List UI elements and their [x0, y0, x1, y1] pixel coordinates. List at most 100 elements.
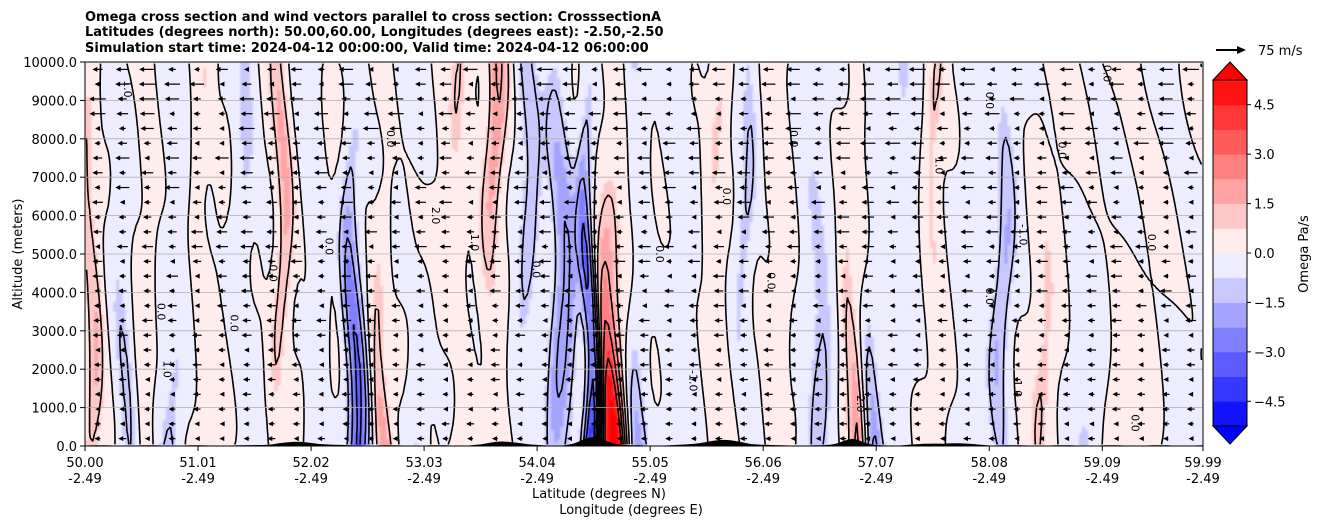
wind-vector [616, 377, 622, 383]
wind-vector [714, 96, 723, 102]
wind-vector [1138, 170, 1144, 176]
wind-vector [740, 303, 747, 309]
wind-vector [218, 332, 226, 338]
wind-vector [566, 347, 573, 353]
wind-vector [639, 347, 649, 353]
wind-vector [985, 155, 999, 161]
wind-vector [442, 362, 448, 368]
wind-vector [416, 155, 424, 161]
x-tick-label-lat: 57.07 [858, 456, 895, 471]
wind-vector [267, 436, 276, 442]
wind-vector [143, 303, 151, 309]
wind-vector [95, 406, 101, 412]
wind-vector [840, 273, 846, 279]
wind-vector [418, 111, 424, 117]
x-tick-label-lon: -2.49 [407, 472, 441, 487]
wind-vector [911, 303, 923, 309]
wind-vector [790, 96, 796, 102]
wind-vector [640, 436, 648, 442]
wind-vector [316, 140, 326, 146]
contour-label: 0.0 [384, 130, 397, 148]
wind-vector [1109, 244, 1123, 250]
y-tick-label: 8000.0 [32, 133, 78, 148]
colorbar-segment [1213, 104, 1247, 130]
wind-vector [515, 377, 524, 383]
wind-vector [440, 66, 451, 72]
wind-vector [338, 81, 354, 87]
quiver-key-arrow-head [1237, 46, 1246, 54]
wind-vector [714, 436, 723, 442]
wind-vector [218, 347, 226, 353]
wind-vector [1087, 229, 1095, 235]
wind-vector [566, 258, 573, 264]
wind-vector [664, 347, 674, 353]
wind-vector [266, 362, 276, 368]
wind-vector [863, 391, 872, 397]
wind-vector [934, 81, 950, 87]
wind-vector [986, 185, 997, 191]
x-tick-label-lat: 55.05 [632, 456, 669, 471]
wind-vector [489, 288, 501, 294]
wind-vector [640, 377, 648, 383]
wind-vector [414, 199, 426, 205]
wind-vector [886, 170, 899, 176]
wind-vector [1158, 66, 1173, 72]
colorbar-tick-label: −4.5 [1254, 395, 1286, 410]
wind-vector [313, 111, 329, 117]
wind-vector [862, 155, 873, 161]
wind-vector [167, 170, 177, 176]
wind-vector [442, 347, 448, 353]
wind-vector [590, 288, 598, 294]
wind-vector [567, 273, 573, 279]
wind-vector [936, 317, 948, 323]
wind-vector [293, 436, 299, 442]
wind-vector [1110, 273, 1122, 279]
wind-vector [268, 421, 275, 427]
wind-vector [591, 229, 598, 235]
wind-vector [539, 288, 550, 294]
wind-vector [441, 421, 450, 427]
wind-vector [962, 317, 972, 323]
wind-vector [910, 140, 924, 146]
wind-vector [613, 155, 625, 161]
wind-vector [118, 125, 126, 131]
wind-vector [889, 155, 896, 161]
wind-vector [1137, 96, 1145, 102]
wind-vector [391, 347, 400, 353]
wind-vector [790, 436, 796, 442]
wind-vector [1061, 140, 1072, 146]
wind-vector [414, 185, 427, 191]
wind-vector [443, 377, 449, 383]
wind-vector [438, 155, 452, 161]
wind-vector [1036, 362, 1047, 368]
wind-vector [963, 436, 971, 442]
wind-vector [317, 377, 325, 383]
wind-vector [315, 185, 327, 191]
wind-vector [416, 421, 425, 427]
wind-vector [563, 155, 576, 161]
wind-vector [764, 111, 772, 117]
wind-vector [366, 258, 375, 264]
wind-vector [785, 155, 801, 161]
wind-vector [938, 66, 946, 72]
wind-vector [912, 273, 923, 279]
wind-vector [910, 155, 925, 161]
wind-vector [516, 347, 523, 353]
wind-vector [492, 111, 498, 117]
wind-vector [662, 185, 676, 191]
wind-vector [318, 391, 324, 397]
wind-vector [1009, 96, 1025, 102]
wind-vector [1138, 436, 1144, 442]
wind-vector [1136, 214, 1145, 220]
wind-vector [688, 362, 699, 368]
wind-vector [1188, 436, 1194, 442]
wind-vector [219, 140, 225, 146]
wind-vector [786, 244, 800, 250]
wind-vector [392, 332, 399, 338]
wind-vector [664, 199, 674, 205]
wind-vector [517, 155, 523, 161]
wind-vector [910, 111, 925, 117]
wind-vector [739, 185, 748, 191]
wind-vector [812, 81, 824, 87]
wind-vector [1062, 258, 1071, 264]
